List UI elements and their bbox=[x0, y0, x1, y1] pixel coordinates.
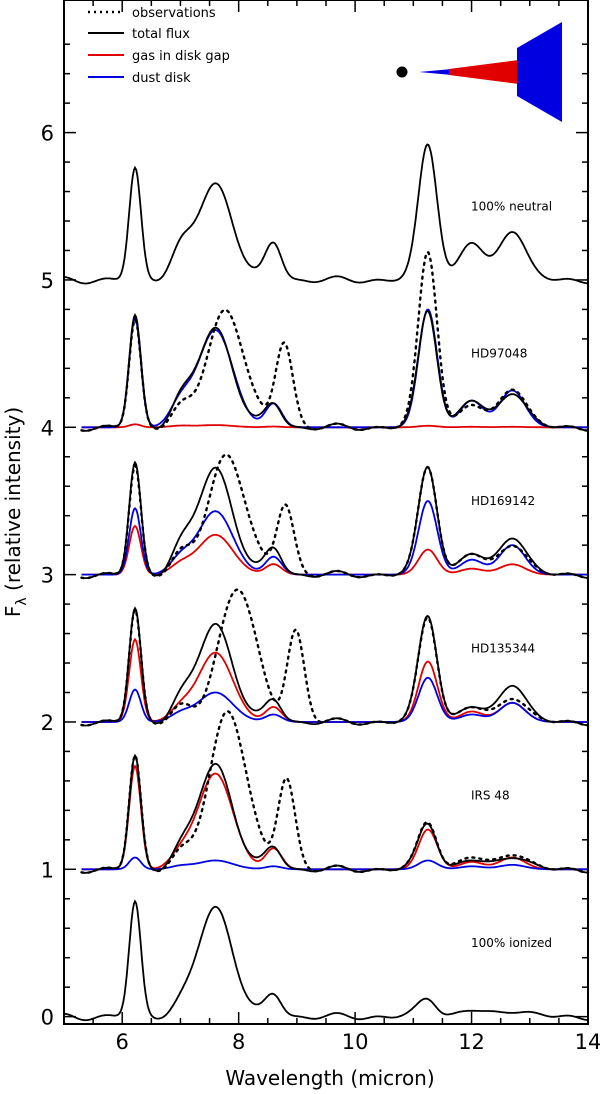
obs-series bbox=[80, 588, 590, 727]
gas-series bbox=[81, 524, 588, 576]
y-tick-label: 2 bbox=[41, 711, 54, 735]
x-tick-label: 8 bbox=[232, 1030, 245, 1054]
y-axis: 0 1 2 3 4 5 6 bbox=[41, 43, 588, 1030]
obs-series bbox=[80, 710, 590, 874]
panel-label: 100% neutral bbox=[471, 199, 552, 213]
y-tick-label: 3 bbox=[41, 564, 54, 588]
outer-dust-disk-shape bbox=[517, 22, 562, 122]
legend: observations total flux gas in disk gap … bbox=[88, 6, 230, 86]
y-tick-label: 6 bbox=[41, 122, 54, 146]
panel-irs-48 bbox=[80, 710, 590, 874]
total-series bbox=[81, 606, 589, 727]
disk-schematic bbox=[396, 22, 562, 122]
y-axis-title: Fλ (relative intensity) bbox=[1, 407, 30, 617]
x-tick-label: 10 bbox=[342, 1030, 369, 1054]
x-tick-label: 12 bbox=[458, 1030, 485, 1054]
panel-hd135344 bbox=[80, 588, 590, 727]
x-axis: 6 8 10 12 14 bbox=[63, 0, 600, 1054]
panel-label: HD135344 bbox=[471, 641, 535, 655]
y-tick-label: 0 bbox=[41, 1006, 54, 1030]
total-series bbox=[81, 460, 588, 579]
total-series bbox=[63, 143, 589, 285]
panel-100-neutral bbox=[63, 143, 589, 285]
y-tick-label: 4 bbox=[41, 416, 54, 440]
y-tick-label: 1 bbox=[41, 858, 54, 882]
dust-series bbox=[81, 856, 588, 871]
dust-series bbox=[81, 308, 588, 429]
obs-series bbox=[80, 250, 590, 432]
star-icon bbox=[396, 66, 408, 78]
gas-in-gap-shape bbox=[449, 60, 519, 84]
x-tick-label: 6 bbox=[116, 1030, 129, 1054]
y-tick-label: 5 bbox=[41, 269, 54, 293]
panel-hd97048 bbox=[80, 250, 590, 432]
panel-label: HD169142 bbox=[471, 494, 535, 508]
spectra bbox=[63, 143, 590, 1022]
obs-series bbox=[80, 453, 590, 580]
legend-label-dust-disk: dust disk bbox=[132, 71, 191, 86]
panel-labels: 100% neutral HD97048 HD169142 HD135344 IRS 4… bbox=[471, 199, 552, 950]
panel-hd169142 bbox=[80, 453, 590, 580]
panel-label: 100% ionized bbox=[471, 936, 552, 950]
plot-frame bbox=[63, 0, 589, 1025]
x-axis-title: Wavelength (micron) bbox=[225, 1066, 434, 1090]
panel-label: IRS 48 bbox=[471, 789, 510, 803]
total-series bbox=[63, 899, 588, 1022]
legend-label-gas-in-disk-gap: gas in disk gap bbox=[132, 49, 230, 64]
legend-label-total-flux: total flux bbox=[132, 27, 190, 42]
legend-label-observations: observations bbox=[132, 6, 216, 21]
panel-label: HD97048 bbox=[471, 347, 527, 361]
gas-series bbox=[81, 764, 588, 871]
x-tick-label: 14 bbox=[575, 1030, 600, 1054]
panel-100-ionized bbox=[63, 899, 588, 1022]
total-series bbox=[81, 309, 589, 432]
total-series bbox=[81, 753, 589, 874]
inner-dust-disk-shape bbox=[419, 69, 452, 75]
